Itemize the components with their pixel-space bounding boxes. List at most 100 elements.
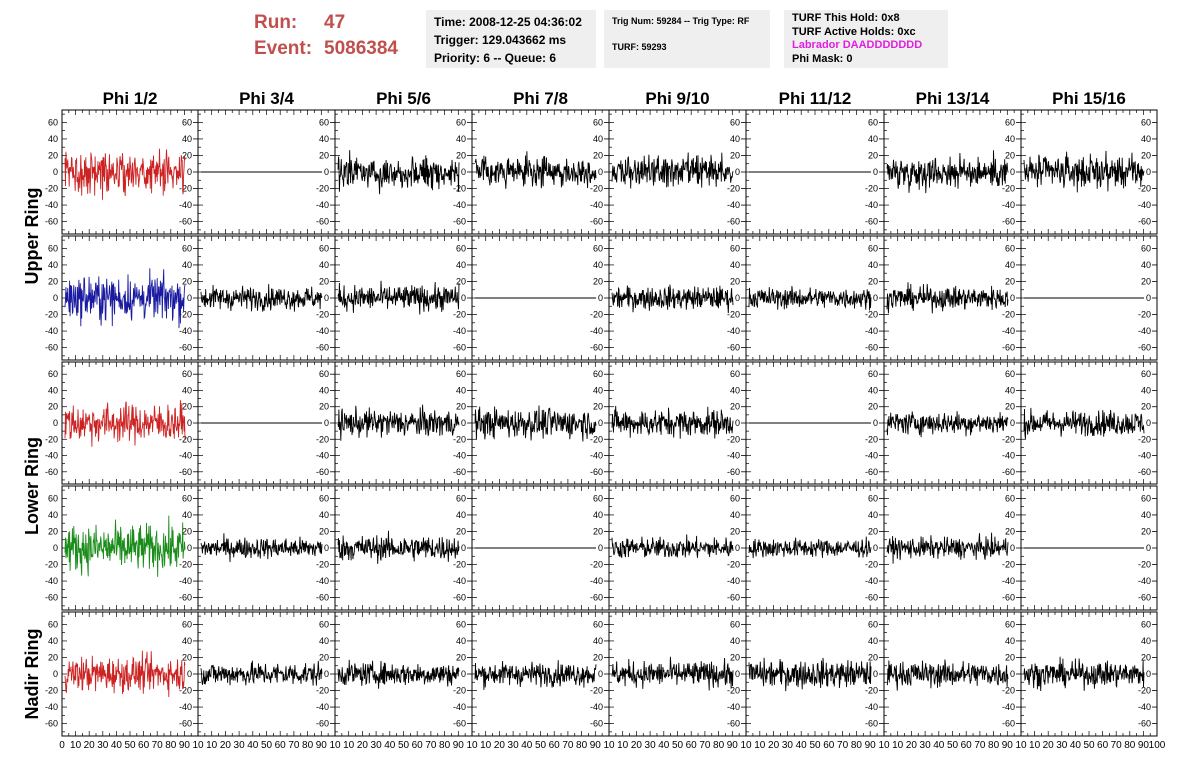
- y-tick-label: 60: [593, 619, 603, 629]
- waveform-trace: [337, 150, 460, 195]
- x-tick-label: 70: [425, 740, 437, 751]
- y-axis-tick-label: -60: [45, 343, 58, 353]
- x-tick-label: 30: [920, 740, 932, 751]
- y-tick-label: 20: [456, 402, 466, 412]
- x-tick-label: 60: [1097, 740, 1109, 751]
- ring-label: Lower Ring: [22, 437, 42, 535]
- y-tick-label: 20: [182, 276, 192, 286]
- y-axis-tick-label: 20: [48, 150, 58, 160]
- y-tick-label: 40: [730, 510, 740, 520]
- x-tick-label: 50: [947, 740, 959, 751]
- y-tick-label: -60: [1138, 467, 1151, 477]
- y-tick-label: 20: [319, 526, 329, 536]
- y-tick-label: 0: [735, 293, 740, 303]
- y-tick-label: 60: [1005, 493, 1015, 503]
- turf-info-box: TURF This Hold: 0x8 TURF Active Holds: 0…: [784, 10, 948, 68]
- y-tick-label: -20: [865, 184, 878, 194]
- y-tick-label: -40: [1138, 576, 1151, 586]
- y-tick-label: 0: [1010, 293, 1015, 303]
- y-tick-label: -40: [1002, 576, 1015, 586]
- x-tick-label: 90: [590, 740, 602, 751]
- y-axis-tick-label: 40: [48, 134, 58, 144]
- y-tick-label: -60: [865, 593, 878, 603]
- y-tick-label: 0: [598, 543, 603, 553]
- y-tick-label: -40: [1138, 702, 1151, 712]
- x-tick-label: 80: [439, 740, 451, 751]
- y-tick-label: 60: [593, 243, 603, 253]
- y-tick-label: 60: [319, 243, 329, 253]
- x-tick-label: 40: [933, 740, 945, 751]
- y-tick-label: 40: [730, 134, 740, 144]
- y-tick-label: 20: [730, 276, 740, 286]
- y-axis-tick-label: -60: [45, 217, 58, 227]
- x-tick-label: 60: [412, 740, 424, 751]
- y-tick-label: -60: [865, 719, 878, 729]
- y-tick-label: 0: [461, 167, 466, 177]
- y-tick-label: 40: [1005, 636, 1015, 646]
- y-tick-label: -60: [727, 593, 740, 603]
- y-axis-tick-label: -60: [45, 719, 58, 729]
- y-tick-label: 20: [319, 276, 329, 286]
- y-tick-label: 40: [456, 134, 466, 144]
- y-tick-label: -60: [453, 217, 466, 227]
- x-tick-label: 10: [740, 740, 752, 751]
- time-info-box: Time: 2008-12-25 04:36:02 Trigger: 129.0…: [426, 10, 596, 68]
- y-tick-label: -60: [590, 467, 603, 477]
- y-tick-label: 0: [324, 418, 329, 428]
- y-tick-label: 60: [593, 493, 603, 503]
- waveform-trace: [200, 660, 323, 686]
- run-label: Run:: [254, 12, 298, 33]
- y-tick-label: -60: [1002, 593, 1015, 603]
- y-tick-label: -20: [590, 184, 603, 194]
- x-tick-label: 80: [576, 740, 588, 751]
- y-tick-label: -60: [865, 467, 878, 477]
- y-tick-label: 20: [1005, 526, 1015, 536]
- y-tick-label: 60: [319, 493, 329, 503]
- y-tick-label: -60: [316, 343, 329, 353]
- x-tick-label: 10: [466, 740, 478, 751]
- y-tick-label: -40: [727, 702, 740, 712]
- run-event-block: Run: 47 Event: 5086384: [254, 10, 398, 62]
- y-tick-label: -40: [727, 326, 740, 336]
- y-tick-label: -20: [316, 434, 329, 444]
- y-tick-label: 20: [182, 150, 192, 160]
- y-tick-label: -20: [179, 310, 192, 320]
- x-tick-label: 60: [823, 740, 835, 751]
- x-tick-label: 40: [521, 740, 533, 751]
- x-tick-label: 10: [892, 740, 904, 751]
- x-tick-label: 10: [343, 740, 355, 751]
- y-tick-label: -20: [316, 560, 329, 570]
- y-tick-label: 20: [730, 402, 740, 412]
- y-tick-label: 60: [182, 369, 192, 379]
- y-tick-label: -60: [179, 467, 192, 477]
- y-axis-tick-label: -20: [45, 184, 58, 194]
- y-tick-label: -40: [453, 200, 466, 210]
- y-tick-label: 0: [873, 543, 878, 553]
- turf-text: TURF: 59293: [612, 42, 667, 52]
- turf-active-text: TURF Active Holds: 0xc: [792, 25, 916, 38]
- y-tick-label: 60: [1141, 243, 1151, 253]
- y-tick-label: -40: [865, 576, 878, 586]
- y-tick-label: -20: [1002, 184, 1015, 194]
- x-tick-label: 10: [754, 740, 766, 751]
- x-tick-label: 30: [371, 740, 383, 751]
- y-tick-label: 40: [319, 260, 329, 270]
- y-tick-label: 0: [324, 669, 329, 679]
- x-tick-label: 20: [357, 740, 369, 751]
- y-tick-label: -40: [590, 702, 603, 712]
- y-tick-label: -20: [316, 184, 329, 194]
- y-tick-label: 40: [456, 510, 466, 520]
- y-tick-label: -20: [1138, 310, 1151, 320]
- y-tick-label: -20: [727, 434, 740, 444]
- x-tick-label: 10: [480, 740, 492, 751]
- y-tick-label: -20: [590, 310, 603, 320]
- y-tick-label: 20: [593, 402, 603, 412]
- waveform-trace: [886, 659, 1009, 691]
- y-tick-label: 20: [1005, 652, 1015, 662]
- y-tick-label: 40: [593, 134, 603, 144]
- waveform-trace: [64, 515, 186, 577]
- y-tick-label: -60: [865, 343, 878, 353]
- column-title: Phi 1/2: [103, 89, 158, 108]
- x-tick-label: 20: [84, 740, 96, 751]
